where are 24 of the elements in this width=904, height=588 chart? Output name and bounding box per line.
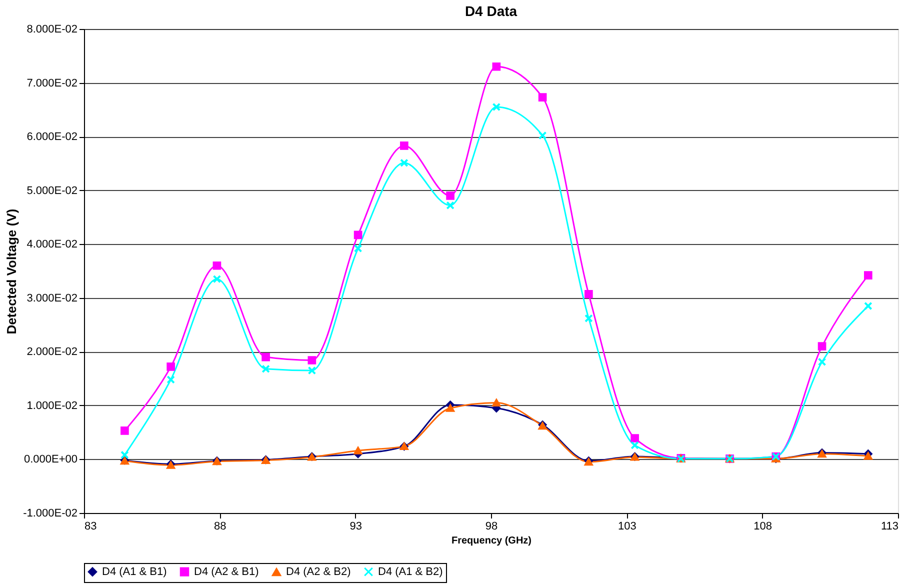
y-tick-label: -1.000E-02	[23, 508, 78, 520]
legend-label: D4 (A1 & B2)	[378, 566, 443, 578]
x-tick-label: 88	[214, 520, 226, 532]
x-tick-label: 93	[350, 520, 362, 532]
y-tick-label: 1.000E-02	[26, 400, 78, 412]
x-tick-label: 108	[754, 520, 772, 532]
y-axis-title: Detected Voltage (V)	[4, 208, 20, 334]
y-tick-label: 7.000E-02	[26, 77, 78, 90]
y-tick-label: 8.000E-02	[26, 24, 78, 36]
y-tick-label: 0.000E+00	[24, 454, 78, 466]
y-tick-label: 4.000E-02	[26, 238, 78, 251]
x-tick-label: 103	[618, 520, 636, 532]
legend-label: D4 (A2 & B2)	[286, 566, 351, 578]
x-axis-title: Frequency (GHz)	[451, 536, 532, 546]
legend-label: D4 (A1 & B1)	[102, 566, 167, 578]
x-tick-label: 113	[880, 520, 898, 532]
legend-label: D4 (A2 & B1)	[194, 566, 259, 578]
y-tick-label: 5.000E-02	[26, 184, 78, 197]
y-tick-label: 2.000E-02	[26, 346, 78, 358]
y-tick-label: 6.000E-02	[26, 131, 78, 144]
y-tick-label: 3.000E-02	[26, 292, 78, 304]
chart-title: D4 Data	[464, 3, 518, 19]
x-tick-label: 83	[84, 520, 97, 532]
x-tick-label: 98	[485, 520, 498, 532]
